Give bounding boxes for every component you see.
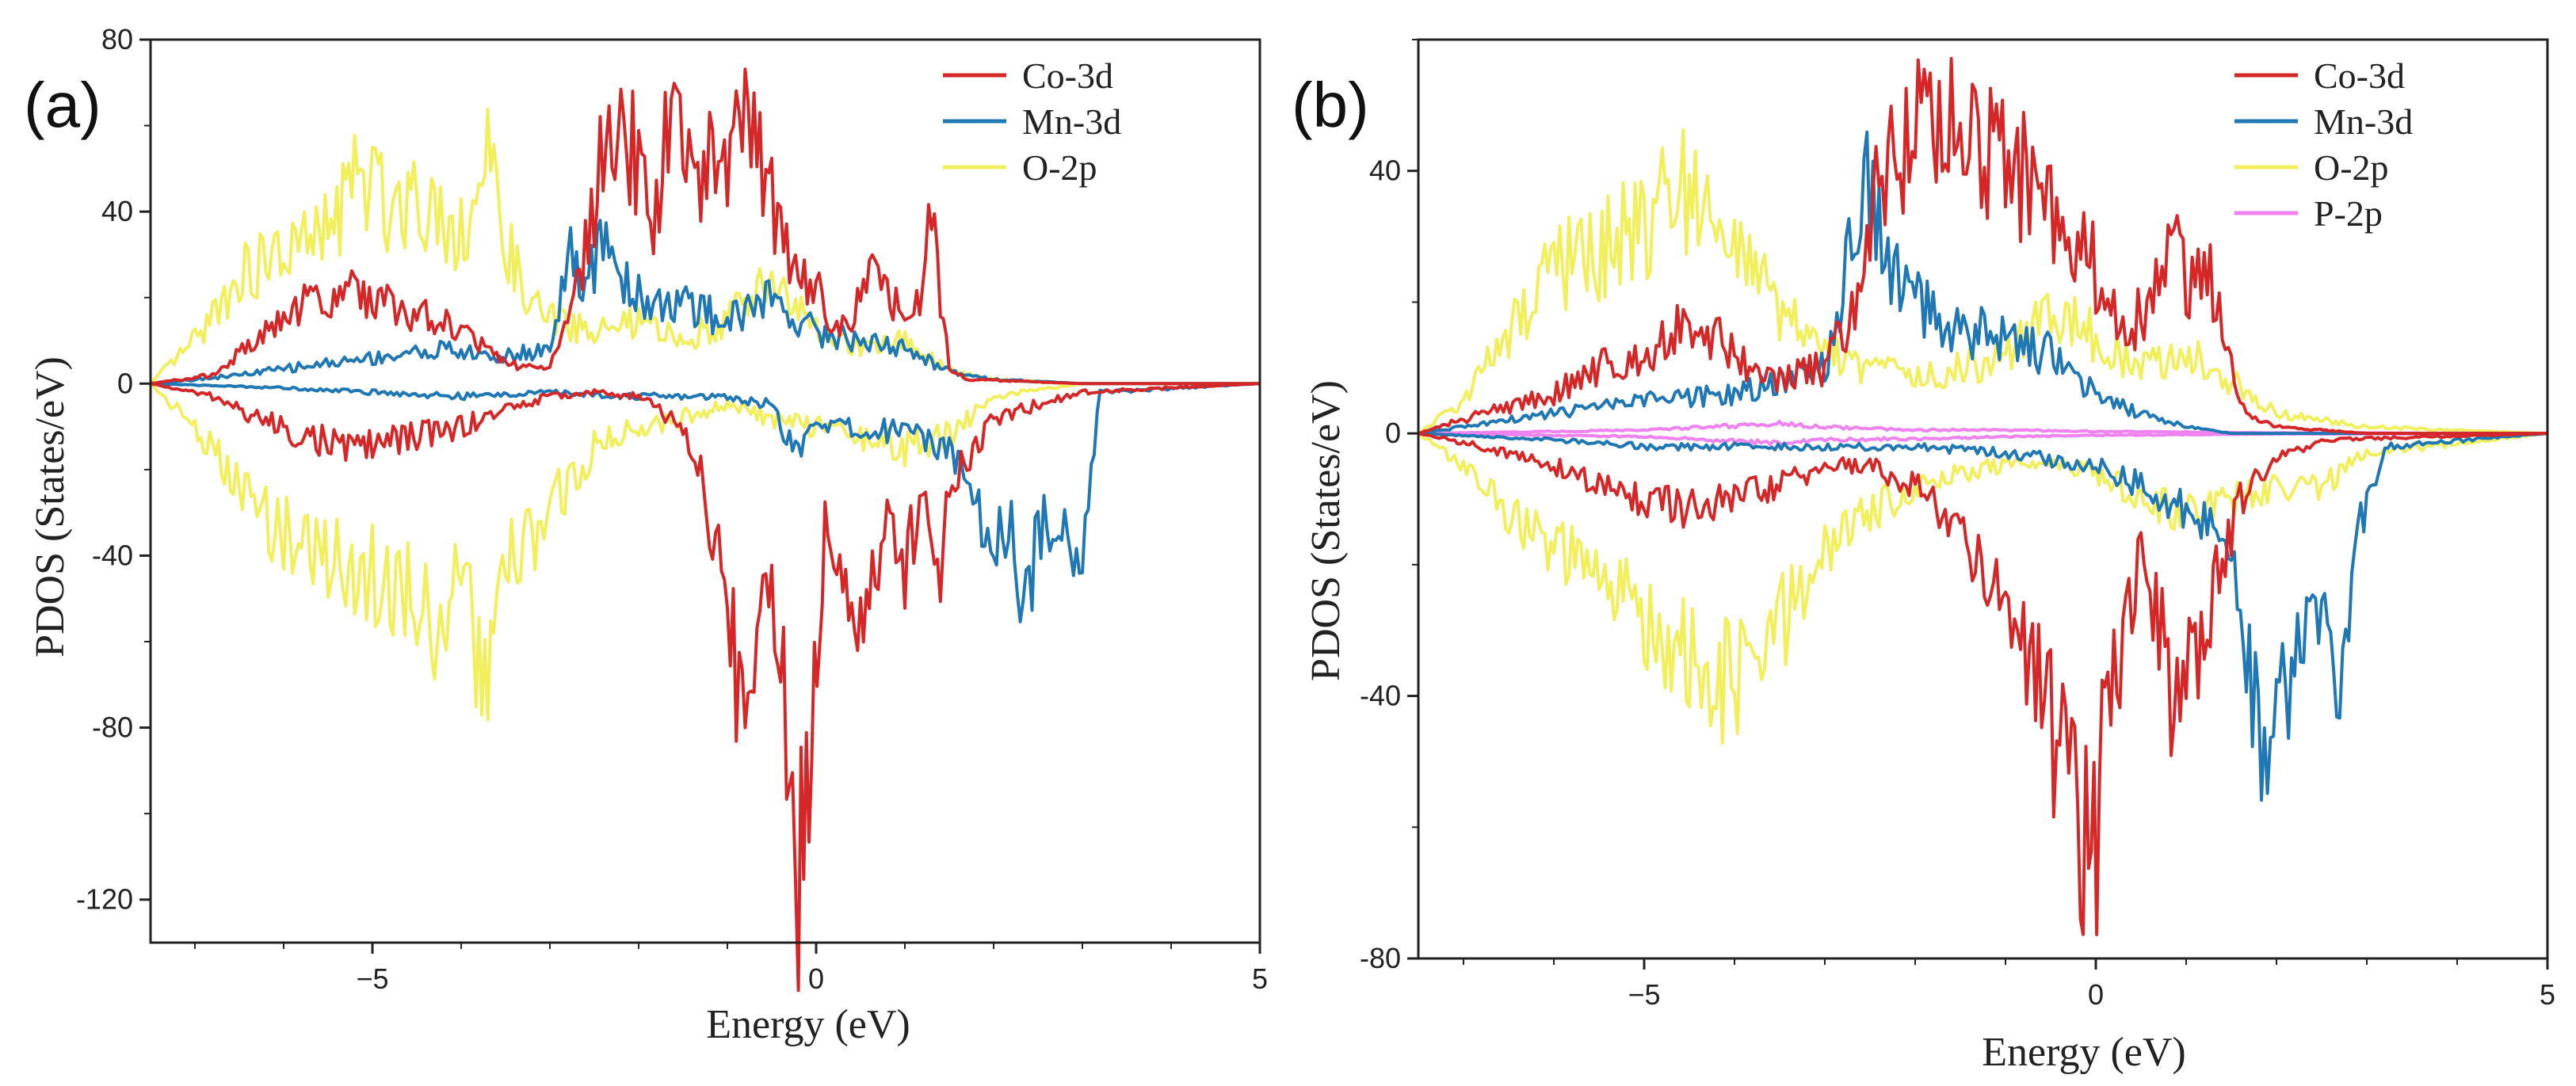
y-tick-label: -40: [1360, 680, 1401, 712]
panel-a-xticks: −5 0 5: [194, 943, 1268, 995]
series-co-3d-down: [150, 382, 1261, 993]
legend-label-mn-3d: Mn-3d: [1022, 101, 1121, 142]
legend-label-co-3d: Co-3d: [1022, 55, 1113, 96]
series-o-2p-down: [1417, 432, 2548, 745]
series-co-3d-up: [150, 67, 1260, 386]
panel-b-ylabel: PDOS (States/eV): [1303, 380, 1349, 681]
panel-b-legend: Co-3d Mn-3d O-2p P-2p: [2234, 55, 2413, 234]
legend-label-p-2p: P-2p: [2314, 193, 2383, 234]
panel-a-xlabel: Energy (eV): [706, 1002, 910, 1047]
panel-b-frame: [1417, 38, 2549, 960]
y-tick-label: 0: [1385, 417, 1401, 449]
y-tick-label: -80: [92, 711, 133, 744]
panel-b-curves: [1417, 56, 2548, 936]
legend-label-mn-3d: Mn-3d: [2314, 101, 2413, 142]
y-tick-label: -40: [92, 539, 133, 571]
panel-b: (b) PDOS (States/eV) Energy (eV) −5 0 5 -8…: [1292, 38, 2555, 1075]
series-mn-3d-down: [150, 382, 1261, 623]
series-mn-3d-up: [150, 219, 1260, 386]
y-tick-label: -80: [1360, 942, 1401, 974]
panel-a: (a) PDOS (States/eV) Energy (eV) −5 0 5 -1…: [24, 23, 1268, 1047]
x-tick-label: 5: [2540, 978, 2555, 1011]
series-co-3d-down: [1418, 432, 2548, 936]
x-tick-label: −5: [1628, 978, 1660, 1011]
panel-a-curves: [149, 67, 1261, 993]
panel-b-xticks: −5 0 5: [1463, 958, 2555, 1011]
panel-a-label: (a): [24, 70, 101, 140]
legend-label-o-2p: O-2p: [1022, 147, 1097, 188]
panel-b-label: (b): [1292, 70, 1369, 140]
panel-b-yticks: -80 -40 0 40: [1360, 39, 1418, 974]
x-tick-label: −5: [356, 962, 388, 995]
series-o-2p-down: [149, 382, 1260, 722]
x-tick-label: 0: [808, 962, 824, 995]
series-co-3d-up: [1418, 56, 2547, 436]
y-tick-label: -120: [76, 883, 133, 916]
legend-label-co-3d: Co-3d: [2314, 55, 2405, 96]
y-tick-label: 80: [101, 23, 133, 55]
series-mn-3d-down: [1418, 432, 2548, 802]
y-tick-label: 0: [117, 367, 133, 399]
y-tick-label: 40: [101, 195, 133, 227]
x-tick-label: 0: [2088, 978, 2104, 1011]
panel-b-xlabel: Energy (eV): [1982, 1030, 2186, 1075]
legend-label-o-2p: O-2p: [2314, 147, 2389, 188]
x-tick-label: 5: [1252, 962, 1268, 995]
panel-a-ylabel: PDOS (States/eV): [28, 356, 73, 657]
series-o-2p-up: [1417, 128, 2548, 436]
panel-a-frame: [149, 38, 1261, 944]
y-tick-label: 40: [1369, 154, 1401, 187]
panel-a-yticks: -120 -80 -40 0 40 80: [76, 23, 151, 916]
panel-a-legend: Co-3d Mn-3d O-2p: [943, 55, 1121, 188]
